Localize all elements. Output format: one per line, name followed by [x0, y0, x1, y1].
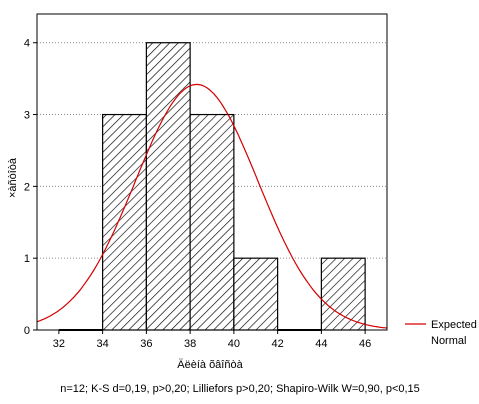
x-tick-label-42: 42 — [272, 338, 284, 350]
x-tick-label-34: 34 — [97, 338, 109, 350]
legend-label-line-2: Normal — [431, 335, 466, 347]
x-tick-label-40: 40 — [228, 338, 240, 350]
bar-36-38 — [145, 42, 191, 331]
y-tick-label-4: 4 — [24, 38, 30, 50]
bar-34-36 — [102, 113, 147, 331]
legend-label-line-1: Expected — [431, 319, 477, 331]
y-tick-label-2: 2 — [24, 181, 30, 193]
y-tick-label-0: 0 — [24, 325, 30, 337]
x-tick-label-38: 38 — [184, 338, 196, 350]
x-tick-label-36: 36 — [140, 338, 152, 350]
x-tick-label-46: 46 — [359, 338, 371, 350]
x-axis-title: Äëèíà õâîñòà — [177, 359, 243, 371]
plot-frame — [36, 13, 388, 331]
bar-44-46 — [320, 257, 366, 331]
x-tick-label-32: 32 — [53, 338, 65, 350]
x-tick-label-44: 44 — [315, 338, 327, 350]
normal-curve — [36, 83, 388, 329]
bar-40-42 — [233, 257, 279, 331]
normal-curve-layer — [36, 83, 388, 329]
y-axis-ticks: 0 1 2 3 4 — [24, 38, 37, 337]
y-tick-label-1: 1 — [24, 253, 30, 265]
statistics-note: n=12; K-S d=0,19, p>0,20; Lilliefors p>0… — [60, 383, 420, 395]
bar-38-40 — [189, 113, 235, 331]
legend: Expected Normal — [405, 319, 477, 347]
y-axis-title: ×àñòîòà — [7, 157, 19, 198]
y-tick-label-3: 3 — [24, 110, 30, 122]
x-axis-ticks: 32 34 36 38 40 42 44 46 — [53, 330, 371, 350]
